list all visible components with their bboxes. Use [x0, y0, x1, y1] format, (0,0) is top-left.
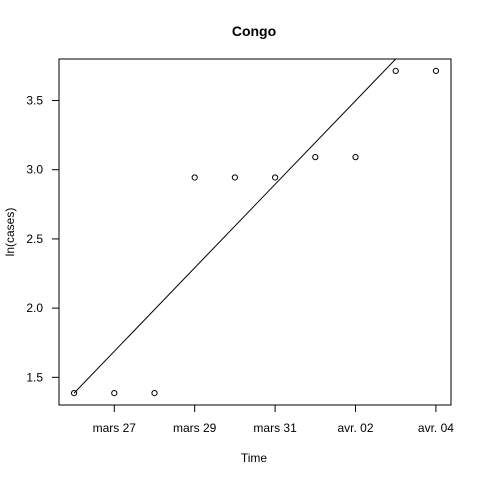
- data-points: [70, 67, 440, 397]
- y-axis-label: ln(cases): [3, 208, 17, 257]
- fit-line: [73, 58, 397, 394]
- y-tick-label: 2.5: [26, 232, 43, 246]
- x-tick-label: avr. 02: [337, 421, 373, 435]
- data-point: [272, 174, 279, 181]
- plot-frame: [58, 58, 452, 406]
- data-point: [432, 67, 440, 75]
- y-tick-label: 3.5: [26, 94, 43, 108]
- data-point: [392, 67, 399, 75]
- fit-line-group: [73, 58, 397, 394]
- x-tick-label: mars 29: [173, 421, 217, 435]
- data-point: [231, 174, 238, 181]
- y-tick-label: 3.0: [26, 163, 43, 177]
- chart-title: Congo: [232, 23, 276, 39]
- x-axis: mars 27 mars 29 mars 31 avr. 02 avr. 04: [93, 404, 454, 435]
- y-tick-label: 2.0: [26, 301, 43, 315]
- data-point: [191, 174, 198, 181]
- data-point: [70, 389, 78, 397]
- data-point: [352, 154, 359, 161]
- data-point: [151, 389, 158, 397]
- x-axis-label: Time: [241, 451, 268, 465]
- y-axis: 1.5 2.0 2.5 3.0 3.5: [26, 94, 60, 384]
- x-tick-label: mars 27: [93, 421, 137, 435]
- x-tick-label: avr. 04: [418, 421, 454, 435]
- y-tick-label: 1.5: [26, 370, 43, 384]
- data-point: [111, 389, 118, 397]
- data-point: [312, 154, 319, 161]
- x-tick-label: mars 31: [253, 421, 297, 435]
